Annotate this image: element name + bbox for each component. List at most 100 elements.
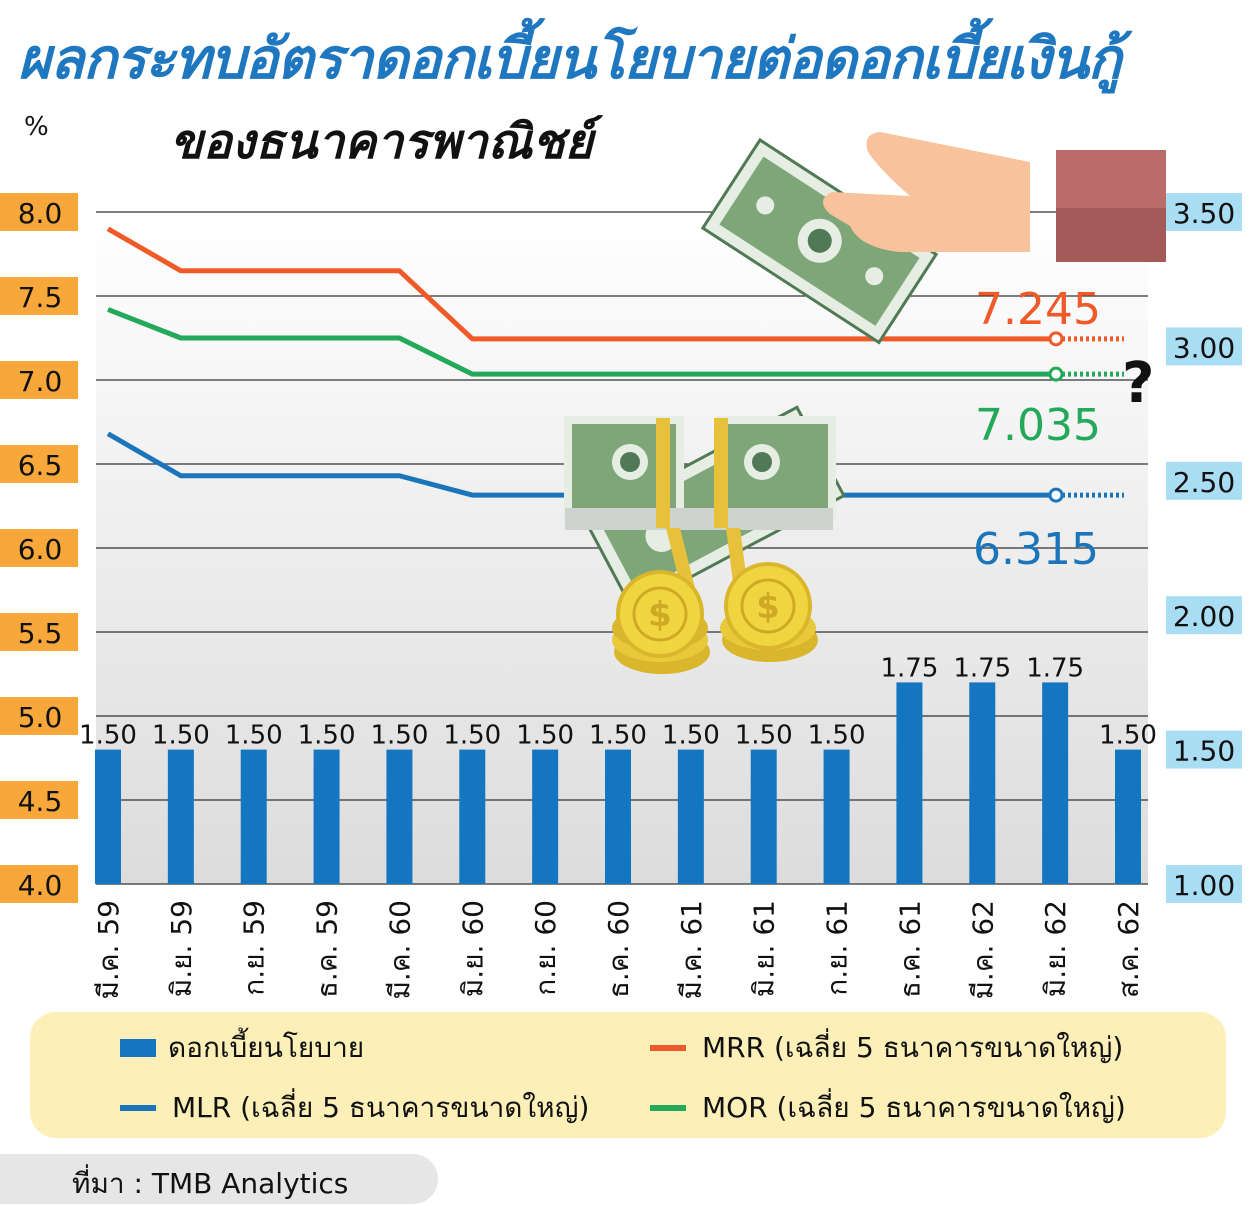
svg-text:$: $ <box>648 595 672 635</box>
bar <box>823 749 850 884</box>
bar <box>896 682 923 884</box>
question-mark: ? <box>1122 351 1154 416</box>
left-tick-tag <box>0 781 78 819</box>
line-mrr <box>106 226 1058 342</box>
line-mor-endpoint <box>1048 366 1064 382</box>
x-tick-label: มี.ค. 59 <box>92 900 125 1000</box>
chart-title: ผลกระทบอัตราดอกเบี้ยนโยบายต่อดอกเบี้ยเงิ… <box>18 27 1122 92</box>
legend <box>30 1012 1226 1138</box>
x-tick-label: มี.ค. 61 <box>675 900 708 1000</box>
left-tick-label: 6.5 <box>18 449 63 482</box>
legend-item-policy: ดอกเบี้ยนโยบาย <box>120 1026 364 1070</box>
right-tick-label: 1.50 <box>1173 735 1235 768</box>
left-tick-label: 7.0 <box>18 365 63 398</box>
x-tick-label: ธ.ค. 59 <box>311 900 344 998</box>
legend-label-mlr: MLR (เฉลี่ย 5 ธนาคารขนาดใหญ่) <box>172 1091 590 1124</box>
right-tick-tag <box>1166 193 1242 231</box>
bar <box>1042 682 1069 884</box>
right-tick-tag <box>1166 596 1242 635</box>
bar <box>605 749 631 884</box>
coin-stack-icon: $ <box>612 570 710 674</box>
bar-label: 1.50 <box>735 721 793 751</box>
bar-label: 1.75 <box>880 653 938 683</box>
legend-label-mor: MOR (เฉลี่ย 5 ธนาคารขนาดใหญ่) <box>702 1091 1126 1124</box>
legend-item-mrr: MRR (เฉลี่ย 5 ธนาคารขนาดใหญ่) <box>650 1026 1123 1070</box>
left-tick-label: 4.5 <box>18 785 63 818</box>
legend-item-mlr: MLR (เฉลี่ย 5 ธนาคารขนาดใหญ่) <box>120 1086 589 1130</box>
coin-stack-icon: $ <box>720 562 818 662</box>
left-tick-tag <box>0 277 78 315</box>
left-tick-label: 5.5 <box>18 617 63 650</box>
right-tick-label: 2.00 <box>1173 600 1235 633</box>
bar-label: 1.50 <box>808 721 866 751</box>
left-tick-tag <box>0 361 78 399</box>
x-tick-label: ธ.ค. 61 <box>893 900 926 998</box>
bar-label: 1.50 <box>443 721 501 751</box>
hand-money-illustration <box>700 137 939 345</box>
right-tick-tag <box>1166 730 1242 769</box>
bar <box>313 749 340 884</box>
bar-label: 1.50 <box>662 721 720 751</box>
left-tick-tag <box>0 193 78 231</box>
unit-label: % <box>24 112 49 142</box>
x-tick-label: มิ.ย. 61 <box>748 900 781 997</box>
legend-swatch-policy <box>120 1039 156 1057</box>
legend-swatch-mrr <box>650 1045 686 1051</box>
x-tick-label: มิ.ย. 62 <box>1039 900 1072 997</box>
bar <box>240 749 267 884</box>
bar-label: 1.50 <box>1099 721 1157 751</box>
x-tick-label: มิ.ย. 60 <box>456 900 489 997</box>
line-mlr-endpoint <box>1048 487 1064 503</box>
x-tick-label: ธ.ค. 60 <box>602 900 635 998</box>
end-label-mlr: 6.315 <box>973 524 1099 575</box>
x-tick-label: มี.ค. 62 <box>966 900 999 1000</box>
bar <box>969 682 996 884</box>
hand-icon <box>822 132 1030 252</box>
left-tick-tag <box>0 613 78 651</box>
right-tick-label: 3.00 <box>1173 331 1235 364</box>
bar <box>386 749 413 884</box>
chart-subtitle: ของธนาคารพาณิชย์ <box>170 114 593 170</box>
bar-label: 1.75 <box>1026 653 1084 683</box>
right-tick-tag <box>1166 461 1242 500</box>
bar <box>1115 749 1141 884</box>
bar-label: 1.75 <box>953 653 1011 683</box>
left-tick-tag <box>0 865 78 903</box>
left-tick-label: 5.0 <box>18 701 63 734</box>
right-tick-label: 2.50 <box>1173 466 1235 499</box>
line-mrr-endpoint <box>1048 331 1064 347</box>
left-tick-label: 4.0 <box>18 869 63 902</box>
bar-label: 1.50 <box>589 721 647 751</box>
bar <box>532 749 559 884</box>
right-tick-tag <box>1166 327 1242 366</box>
bar-label: 1.50 <box>516 721 574 751</box>
bar-label: 1.50 <box>370 721 428 751</box>
x-tick-label: ส.ค. 62 <box>1112 900 1145 998</box>
bar-label: 1.50 <box>152 721 210 751</box>
line-mor <box>107 307 1058 377</box>
legend-item-mor: MOR (เฉลี่ย 5 ธนาคารขนาดใหญ่) <box>650 1086 1126 1130</box>
right-tick-tag <box>1166 865 1242 903</box>
svg-text:$: $ <box>756 587 780 627</box>
x-tick-label: มิ.ย. 59 <box>165 900 198 997</box>
source-box <box>0 1154 438 1204</box>
chart-area: 1.50 1.50 1.50 1.50 1.50 1.50 1.50 1.50 1.50 1.50… <box>0 132 1242 1000</box>
x-tick-label: ก.ย. 60 <box>529 900 562 996</box>
left-tick-label: 6.0 <box>18 533 63 566</box>
bar-label: 1.50 <box>225 721 283 751</box>
right-tick-label: 1.00 <box>1173 869 1235 902</box>
bar <box>750 749 777 884</box>
end-label-mor: 7.035 <box>975 400 1101 451</box>
legend-swatch-mor <box>650 1105 686 1111</box>
left-tick-label: 7.5 <box>18 281 63 314</box>
legend-label-mrr: MRR (เฉลี่ย 5 ธนาคารขนาดใหญ่) <box>702 1031 1124 1064</box>
legend-label-policy: ดอกเบี้ยนโยบาย <box>168 1031 365 1064</box>
bar <box>677 749 704 884</box>
bar-label: 1.50 <box>298 721 356 751</box>
x-tick-label: ก.ย. 61 <box>821 900 854 996</box>
money-stack-illustration: $ $ <box>564 405 846 674</box>
right-tick-label: 3.50 <box>1173 197 1235 230</box>
x-tick-label: ก.ย. 59 <box>238 900 271 996</box>
x-tick-label: มี.ค. 60 <box>383 900 416 1000</box>
legend-swatch-mlr <box>120 1105 156 1111</box>
